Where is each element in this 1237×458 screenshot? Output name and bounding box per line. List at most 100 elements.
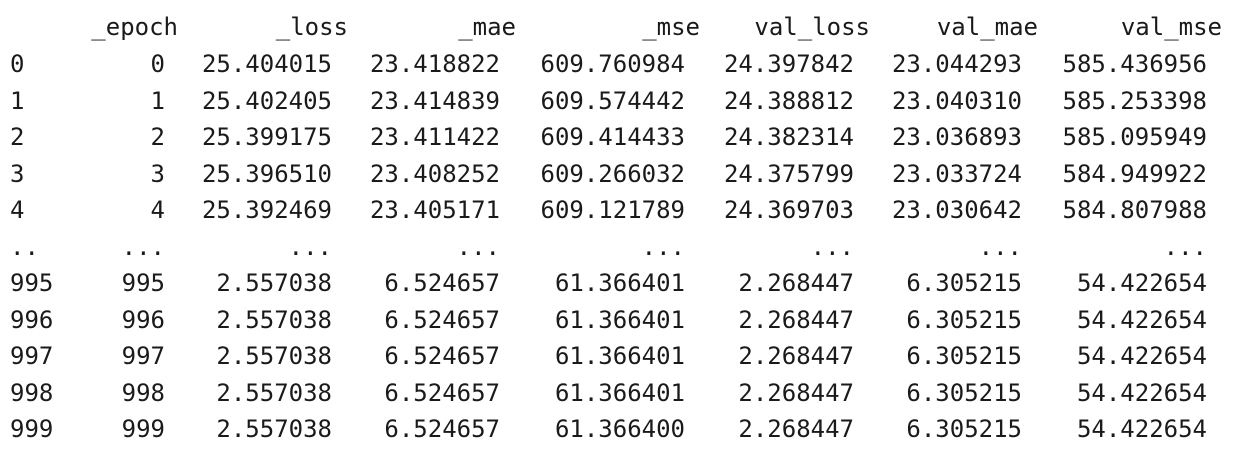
table-cell: 2.557038 bbox=[216, 305, 332, 334]
table-row: ....................... bbox=[0, 232, 1237, 262]
table-cell: 6.524657 bbox=[384, 269, 500, 297]
table-cell: 6.305215 bbox=[906, 305, 1022, 334]
column-header: _loss bbox=[275, 13, 348, 41]
table-cell: ... bbox=[121, 232, 165, 261]
table-cell: 24.375799 bbox=[723, 159, 854, 188]
table-cell: 61.366401 bbox=[554, 269, 685, 297]
table-cell: ... bbox=[1163, 232, 1207, 261]
table-cell: 997 bbox=[121, 342, 165, 370]
table-row: 3 3 25.396510 23.408252 609.266032 24.375799 2… bbox=[0, 159, 1237, 189]
table-cell: 0 bbox=[150, 50, 165, 78]
table-cell: 54.422654 bbox=[1076, 378, 1207, 407]
table-cell: 24.369703 bbox=[723, 196, 854, 224]
table-row: 4 4 25.392469 23.405171 609.121789 24.369703 2… bbox=[0, 195, 1237, 225]
table-row: 996 996 2.557038 6.524657 61.366401 2.268447 6… bbox=[0, 305, 1237, 335]
table-row: 999 999 2.557038 6.524657 61.366400 2.268447 6… bbox=[0, 414, 1237, 444]
row-index: 996 bbox=[10, 305, 54, 334]
table-cell: 6.524657 bbox=[384, 342, 500, 370]
table-cell: 2.268447 bbox=[738, 305, 854, 334]
table-cell: 4 bbox=[150, 196, 165, 224]
table-cell: 584.949922 bbox=[1062, 159, 1208, 188]
column-header: val_loss bbox=[754, 13, 870, 41]
row-index: 999 bbox=[10, 415, 54, 443]
row-index: 998 bbox=[10, 378, 54, 407]
column-header: _epoch bbox=[91, 13, 178, 41]
table-cell: 24.382314 bbox=[723, 123, 854, 151]
table-cell: ... bbox=[641, 232, 685, 261]
column-header: val_mae bbox=[936, 13, 1038, 41]
table-cell: ... bbox=[810, 232, 854, 261]
table-cell: 24.388812 bbox=[723, 86, 854, 115]
table-cell: ... bbox=[456, 232, 500, 261]
table-cell: 2.557038 bbox=[216, 415, 332, 443]
table-cell: 585.095949 bbox=[1062, 123, 1208, 151]
table-cell: 6.305215 bbox=[906, 415, 1022, 443]
table-cell: 23.418822 bbox=[369, 50, 500, 78]
table-cell: 6.524657 bbox=[384, 305, 500, 334]
table-cell: 6.524657 bbox=[384, 378, 500, 407]
table-cell: 609.121789 bbox=[540, 196, 686, 224]
table-cell: ... bbox=[978, 232, 1022, 261]
column-header: _mse bbox=[642, 13, 700, 41]
table-cell: 999 bbox=[121, 415, 165, 443]
table-cell: 2 bbox=[150, 123, 165, 151]
table-cell: 6.524657 bbox=[384, 415, 500, 443]
table-cell: 2.268447 bbox=[738, 415, 854, 443]
table-cell: 23.408252 bbox=[369, 159, 500, 188]
table-cell: 54.422654 bbox=[1076, 269, 1207, 297]
table-cell: 61.366401 bbox=[554, 305, 685, 334]
table-cell: 23.030642 bbox=[891, 196, 1022, 224]
table-cell: 609.414433 bbox=[540, 123, 686, 151]
table-cell: 2.268447 bbox=[738, 378, 854, 407]
table-cell: 995 bbox=[121, 269, 165, 297]
table-cell: 61.366400 bbox=[554, 415, 685, 443]
table-cell: 25.392469 bbox=[201, 196, 332, 224]
table-row: 997 997 2.557038 6.524657 61.366401 2.268447 6… bbox=[0, 341, 1237, 371]
table-cell: 23.036893 bbox=[891, 123, 1022, 151]
table-cell: 584.807988 bbox=[1062, 196, 1208, 224]
table-cell: 54.422654 bbox=[1076, 342, 1207, 370]
table-row: 998 998 2.557038 6.524657 61.366401 2.268447 6… bbox=[0, 378, 1237, 408]
table-cell: 585.253398 bbox=[1062, 86, 1208, 115]
table-cell: 25.396510 bbox=[201, 159, 332, 188]
table-cell: 2.557038 bbox=[216, 342, 332, 370]
table-cell: ... bbox=[288, 232, 332, 261]
row-index: .. bbox=[10, 232, 39, 261]
table-row: 1 1 25.402405 23.414839 609.574442 24.388812 2… bbox=[0, 86, 1237, 116]
row-index: 0 bbox=[10, 50, 25, 78]
table-cell: 1 bbox=[150, 86, 165, 115]
row-index: 1 bbox=[10, 86, 25, 115]
table-cell: 54.422654 bbox=[1076, 415, 1207, 443]
table-cell: 2.557038 bbox=[216, 269, 332, 297]
table-cell: 23.044293 bbox=[891, 50, 1022, 78]
table-cell: 23.405171 bbox=[369, 196, 500, 224]
table-cell: 998 bbox=[121, 378, 165, 407]
table-cell: 25.399175 bbox=[201, 123, 332, 151]
row-index: 3 bbox=[10, 159, 25, 188]
table-cell: 23.033724 bbox=[891, 159, 1022, 188]
row-index: 997 bbox=[10, 342, 54, 370]
table-cell: 61.366401 bbox=[554, 378, 685, 407]
table-cell: 23.414839 bbox=[369, 86, 500, 115]
table-cell: 6.305215 bbox=[906, 342, 1022, 370]
table-cell: 25.402405 bbox=[201, 86, 332, 115]
table-cell: 24.397842 bbox=[723, 50, 854, 78]
table-cell: 2.557038 bbox=[216, 378, 332, 407]
column-header: val_mse bbox=[1120, 13, 1222, 41]
table-cell: 6.305215 bbox=[906, 269, 1022, 297]
row-index: 4 bbox=[10, 196, 25, 224]
table-cell: 23.411422 bbox=[369, 123, 500, 151]
table-cell: 609.574442 bbox=[540, 86, 686, 115]
table-cell: 996 bbox=[121, 305, 165, 334]
table-cell: 6.305215 bbox=[906, 378, 1022, 407]
table-row: 995 995 2.557038 6.524657 61.366401 2.268447 6… bbox=[0, 268, 1237, 298]
row-index: 995 bbox=[10, 269, 54, 297]
table-cell: 2.268447 bbox=[738, 269, 854, 297]
table-cell: 609.760984 bbox=[540, 50, 686, 78]
table-cell: 25.404015 bbox=[201, 50, 332, 78]
table-cell: 23.040310 bbox=[891, 86, 1022, 115]
table-cell: 54.422654 bbox=[1076, 305, 1207, 334]
table-row: 2 2 25.399175 23.411422 609.414433 24.382314 2… bbox=[0, 122, 1237, 152]
table-cell: 585.436956 bbox=[1062, 50, 1208, 78]
